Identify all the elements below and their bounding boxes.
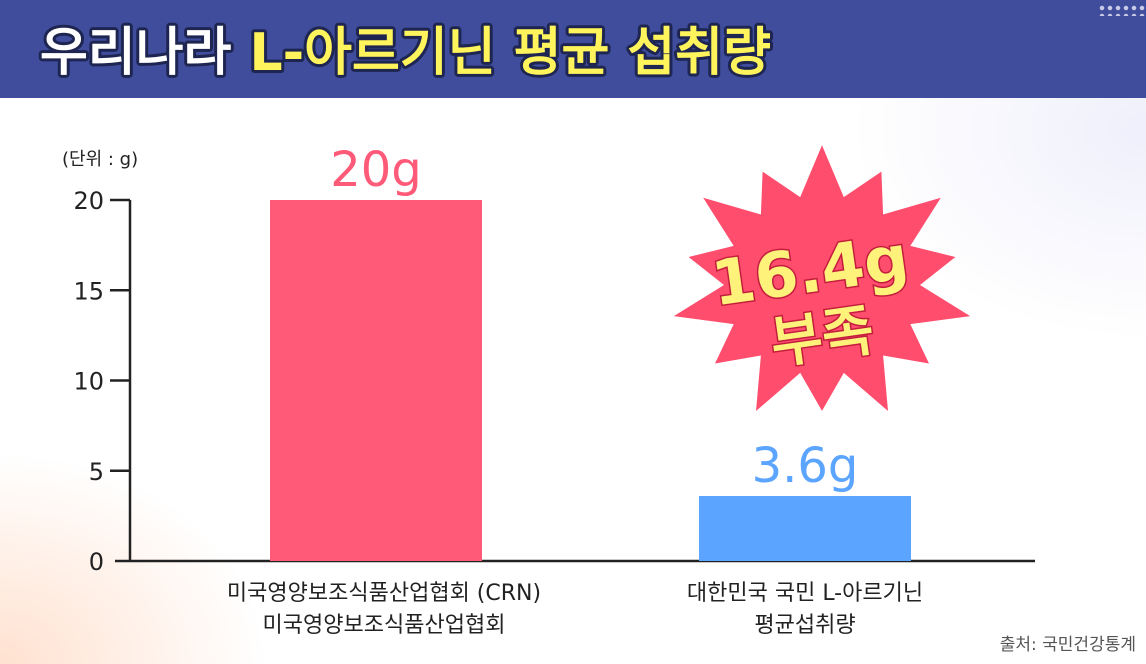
category-label: 평균섭취량 bbox=[754, 613, 855, 638]
shortfall-annotation: 16.4g 부족 bbox=[673, 145, 971, 411]
source-label: 출처: 국민건강통계 bbox=[1000, 635, 1136, 655]
bar bbox=[270, 200, 482, 561]
bar-value-label: 20g bbox=[330, 142, 422, 198]
y-tick-label: 0 bbox=[89, 548, 104, 576]
page-title: 우리나라 L-아르기닌 평균 섭취량 bbox=[40, 23, 771, 83]
category-labels: 미국영양보조식품산업협회 (CRN) 미국영양보조식품산업협회 대한민국 국민 L-… bbox=[227, 581, 923, 638]
value-labels: 20g 3.6g bbox=[330, 142, 858, 494]
y-tick-label: 5 bbox=[89, 458, 104, 486]
y-tick-label: 20 bbox=[73, 187, 104, 215]
title-banner bbox=[0, 0, 1146, 98]
y-tick-label: 10 bbox=[73, 368, 104, 396]
bars bbox=[270, 200, 911, 561]
annotation-word: 부족 bbox=[767, 298, 878, 377]
title-part-2: L-아르기닌 평균 섭취량 bbox=[249, 23, 770, 83]
starburst-shape bbox=[673, 145, 971, 411]
category-label: 미국영양보조식품산업협회 bbox=[263, 613, 506, 638]
category-label: 대한민국 국민 L-아르기닌 bbox=[687, 581, 923, 606]
title-part-1: 우리나라 bbox=[40, 23, 249, 83]
y-axis-ticks: 0 5 10 15 20 bbox=[73, 187, 130, 576]
category-label: 미국영양보조식품산업협회 (CRN) bbox=[227, 581, 541, 606]
bar bbox=[699, 496, 911, 561]
y-tick-label: 15 bbox=[73, 277, 104, 305]
unit-label: (단위 : g) bbox=[62, 149, 138, 170]
bar-value-label: 3.6g bbox=[752, 438, 859, 494]
dots-pattern-icon bbox=[1098, 4, 1146, 16]
